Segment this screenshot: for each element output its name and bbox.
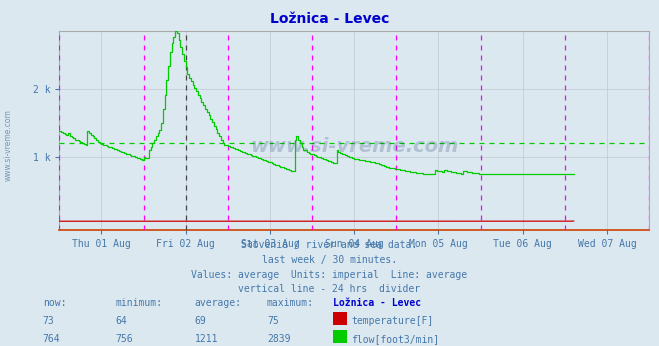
Text: 64: 64 <box>115 316 127 326</box>
Text: www.si-vreme.com: www.si-vreme.com <box>250 137 459 156</box>
Text: now:: now: <box>43 298 67 308</box>
Text: Values: average  Units: imperial  Line: average: Values: average Units: imperial Line: av… <box>191 270 468 280</box>
Text: flow[foot3/min]: flow[foot3/min] <box>351 334 440 344</box>
Text: Slovenia / river and sea data.: Slovenia / river and sea data. <box>241 240 418 251</box>
Text: 75: 75 <box>267 316 279 326</box>
Text: maximum:: maximum: <box>267 298 314 308</box>
Text: 764: 764 <box>43 334 61 344</box>
Text: 1211: 1211 <box>194 334 218 344</box>
Text: minimum:: minimum: <box>115 298 162 308</box>
Text: www.si-vreme.com: www.si-vreme.com <box>3 109 13 181</box>
Text: 73: 73 <box>43 316 55 326</box>
Text: 756: 756 <box>115 334 133 344</box>
Text: last week / 30 minutes.: last week / 30 minutes. <box>262 255 397 265</box>
Text: 2839: 2839 <box>267 334 291 344</box>
Text: average:: average: <box>194 298 241 308</box>
Text: 69: 69 <box>194 316 206 326</box>
Text: temperature[F]: temperature[F] <box>351 316 434 326</box>
Text: Ložnica - Levec: Ložnica - Levec <box>270 12 389 26</box>
Text: Ložnica - Levec: Ložnica - Levec <box>333 298 421 308</box>
Text: vertical line - 24 hrs  divider: vertical line - 24 hrs divider <box>239 284 420 294</box>
